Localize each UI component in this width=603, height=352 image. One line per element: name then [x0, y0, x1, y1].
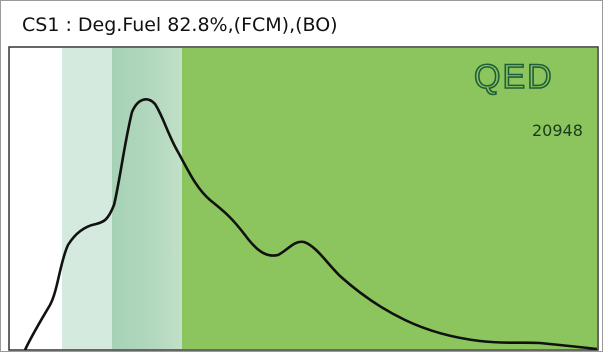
header-title: CS1 : Deg.Fuel 82.8%,(FCM),(BO) [22, 14, 338, 36]
band-green [182, 48, 597, 349]
band-light [62, 48, 112, 349]
spectrum-curve [23, 98, 598, 351]
count: 20948 [532, 121, 583, 140]
band-medium [112, 48, 182, 349]
logo: QED [474, 58, 554, 96]
